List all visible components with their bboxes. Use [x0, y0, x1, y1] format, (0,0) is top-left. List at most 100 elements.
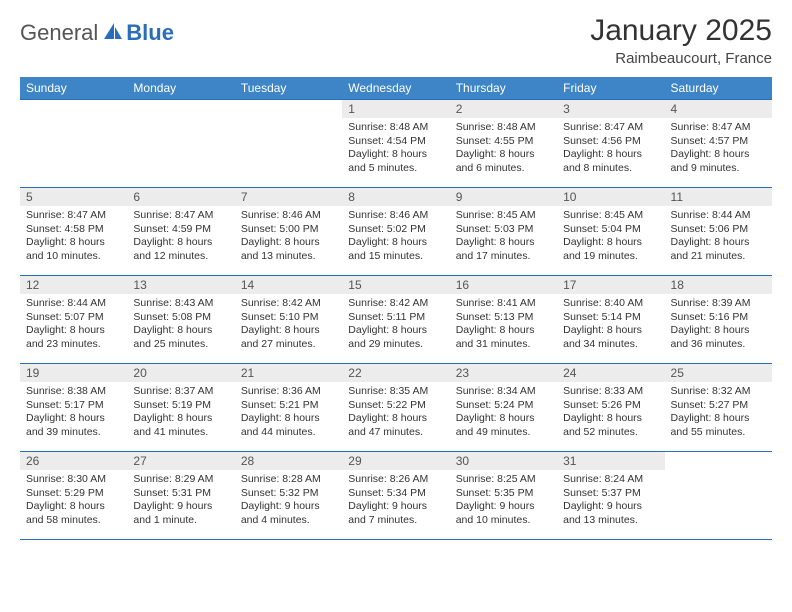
sunset-line: Sunset: 4:57 PM — [671, 135, 766, 149]
calendar-week-row: 19Sunrise: 8:38 AMSunset: 5:17 PMDayligh… — [20, 364, 772, 452]
calendar-day-cell: 21Sunrise: 8:36 AMSunset: 5:21 PMDayligh… — [235, 364, 342, 452]
sunset-line: Sunset: 5:22 PM — [348, 399, 443, 413]
calendar-day-cell: 27Sunrise: 8:29 AMSunset: 5:31 PMDayligh… — [127, 452, 234, 540]
sunrise-line: Sunrise: 8:28 AM — [241, 473, 336, 487]
sunset-line: Sunset: 5:24 PM — [456, 399, 551, 413]
daylight-line: Daylight: 8 hours and 49 minutes. — [456, 412, 551, 439]
daylight-line: Daylight: 9 hours and 1 minute. — [133, 500, 228, 527]
sunset-line: Sunset: 5:07 PM — [26, 311, 121, 325]
sunset-line: Sunset: 5:31 PM — [133, 487, 228, 501]
day-details: Sunrise: 8:48 AMSunset: 4:54 PMDaylight:… — [342, 118, 449, 180]
daylight-line: Daylight: 8 hours and 25 minutes. — [133, 324, 228, 351]
sunrise-line: Sunrise: 8:35 AM — [348, 385, 443, 399]
calendar-day-cell: 4Sunrise: 8:47 AMSunset: 4:57 PMDaylight… — [665, 100, 772, 188]
day-details: Sunrise: 8:33 AMSunset: 5:26 PMDaylight:… — [557, 382, 664, 444]
calendar-week-row: 26Sunrise: 8:30 AMSunset: 5:29 PMDayligh… — [20, 452, 772, 540]
sunrise-line: Sunrise: 8:47 AM — [26, 209, 121, 223]
daylight-line: Daylight: 8 hours and 10 minutes. — [26, 236, 121, 263]
brand-general: General — [20, 20, 98, 46]
sunset-line: Sunset: 5:03 PM — [456, 223, 551, 237]
day-details: Sunrise: 8:44 AMSunset: 5:07 PMDaylight:… — [20, 294, 127, 356]
day-number: 13 — [127, 276, 234, 294]
sunset-line: Sunset: 5:13 PM — [456, 311, 551, 325]
day-details: Sunrise: 8:25 AMSunset: 5:35 PMDaylight:… — [450, 470, 557, 532]
sunrise-line: Sunrise: 8:36 AM — [241, 385, 336, 399]
calendar-day-cell — [127, 100, 234, 188]
sunset-line: Sunset: 5:37 PM — [563, 487, 658, 501]
calendar-week-row: 1Sunrise: 8:48 AMSunset: 4:54 PMDaylight… — [20, 100, 772, 188]
sunset-line: Sunset: 5:35 PM — [456, 487, 551, 501]
day-number: 11 — [665, 188, 772, 206]
day-number: 23 — [450, 364, 557, 382]
daylight-line: Daylight: 9 hours and 7 minutes. — [348, 500, 443, 527]
sunset-line: Sunset: 4:55 PM — [456, 135, 551, 149]
calendar-day-cell: 8Sunrise: 8:46 AMSunset: 5:02 PMDaylight… — [342, 188, 449, 276]
day-details: Sunrise: 8:41 AMSunset: 5:13 PMDaylight:… — [450, 294, 557, 356]
daylight-line: Daylight: 8 hours and 23 minutes. — [26, 324, 121, 351]
sunrise-line: Sunrise: 8:29 AM — [133, 473, 228, 487]
sunrise-line: Sunrise: 8:39 AM — [671, 297, 766, 311]
day-details: Sunrise: 8:44 AMSunset: 5:06 PMDaylight:… — [665, 206, 772, 268]
calendar-day-cell: 19Sunrise: 8:38 AMSunset: 5:17 PMDayligh… — [20, 364, 127, 452]
day-details: Sunrise: 8:28 AMSunset: 5:32 PMDaylight:… — [235, 470, 342, 532]
sunrise-line: Sunrise: 8:24 AM — [563, 473, 658, 487]
month-title: January 2025 — [590, 14, 772, 48]
calendar-day-cell: 14Sunrise: 8:42 AMSunset: 5:10 PMDayligh… — [235, 276, 342, 364]
day-details: Sunrise: 8:32 AMSunset: 5:27 PMDaylight:… — [665, 382, 772, 444]
sunrise-line: Sunrise: 8:46 AM — [241, 209, 336, 223]
daylight-line: Daylight: 8 hours and 12 minutes. — [133, 236, 228, 263]
day-number: 14 — [235, 276, 342, 294]
sunrise-line: Sunrise: 8:45 AM — [456, 209, 551, 223]
day-details: Sunrise: 8:39 AMSunset: 5:16 PMDaylight:… — [665, 294, 772, 356]
sunrise-line: Sunrise: 8:34 AM — [456, 385, 551, 399]
daylight-line: Daylight: 8 hours and 31 minutes. — [456, 324, 551, 351]
day-details: Sunrise: 8:46 AMSunset: 5:02 PMDaylight:… — [342, 206, 449, 268]
day-number: 24 — [557, 364, 664, 382]
day-details: Sunrise: 8:47 AMSunset: 4:56 PMDaylight:… — [557, 118, 664, 180]
sunrise-line: Sunrise: 8:42 AM — [241, 297, 336, 311]
sunset-line: Sunset: 5:29 PM — [26, 487, 121, 501]
sunrise-line: Sunrise: 8:47 AM — [671, 121, 766, 135]
daylight-line: Daylight: 8 hours and 29 minutes. — [348, 324, 443, 351]
day-details: Sunrise: 8:45 AMSunset: 5:04 PMDaylight:… — [557, 206, 664, 268]
sunset-line: Sunset: 5:06 PM — [671, 223, 766, 237]
weekday-header: Sunday — [20, 77, 127, 100]
day-number: 12 — [20, 276, 127, 294]
calendar-day-cell: 31Sunrise: 8:24 AMSunset: 5:37 PMDayligh… — [557, 452, 664, 540]
sunset-line: Sunset: 5:08 PM — [133, 311, 228, 325]
sunset-line: Sunset: 4:56 PM — [563, 135, 658, 149]
sunset-line: Sunset: 5:16 PM — [671, 311, 766, 325]
day-details: Sunrise: 8:47 AMSunset: 4:59 PMDaylight:… — [127, 206, 234, 268]
sunset-line: Sunset: 5:17 PM — [26, 399, 121, 413]
day-number: 9 — [450, 188, 557, 206]
day-details: Sunrise: 8:38 AMSunset: 5:17 PMDaylight:… — [20, 382, 127, 444]
location-label: Raimbeaucourt, France — [590, 50, 772, 67]
day-number: 29 — [342, 452, 449, 470]
day-details: Sunrise: 8:29 AMSunset: 5:31 PMDaylight:… — [127, 470, 234, 532]
sunset-line: Sunset: 5:14 PM — [563, 311, 658, 325]
sunset-line: Sunset: 5:32 PM — [241, 487, 336, 501]
day-number: 30 — [450, 452, 557, 470]
daylight-line: Daylight: 8 hours and 5 minutes. — [348, 148, 443, 175]
day-details: Sunrise: 8:36 AMSunset: 5:21 PMDaylight:… — [235, 382, 342, 444]
calendar-day-cell: 7Sunrise: 8:46 AMSunset: 5:00 PMDaylight… — [235, 188, 342, 276]
weekday-header-row: Sunday Monday Tuesday Wednesday Thursday… — [20, 77, 772, 100]
daylight-line: Daylight: 8 hours and 15 minutes. — [348, 236, 443, 263]
calendar-day-cell — [235, 100, 342, 188]
sunset-line: Sunset: 5:21 PM — [241, 399, 336, 413]
day-number: 28 — [235, 452, 342, 470]
sunrise-line: Sunrise: 8:30 AM — [26, 473, 121, 487]
sunset-line: Sunset: 5:10 PM — [241, 311, 336, 325]
day-number: 21 — [235, 364, 342, 382]
day-number: 27 — [127, 452, 234, 470]
calendar-day-cell: 20Sunrise: 8:37 AMSunset: 5:19 PMDayligh… — [127, 364, 234, 452]
day-number: 2 — [450, 100, 557, 118]
calendar-day-cell: 2Sunrise: 8:48 AMSunset: 4:55 PMDaylight… — [450, 100, 557, 188]
daylight-line: Daylight: 8 hours and 19 minutes. — [563, 236, 658, 263]
calendar-day-cell: 1Sunrise: 8:48 AMSunset: 4:54 PMDaylight… — [342, 100, 449, 188]
daylight-line: Daylight: 8 hours and 34 minutes. — [563, 324, 658, 351]
calendar-day-cell: 13Sunrise: 8:43 AMSunset: 5:08 PMDayligh… — [127, 276, 234, 364]
calendar-day-cell: 11Sunrise: 8:44 AMSunset: 5:06 PMDayligh… — [665, 188, 772, 276]
calendar-day-cell: 12Sunrise: 8:44 AMSunset: 5:07 PMDayligh… — [20, 276, 127, 364]
daylight-line: Daylight: 8 hours and 44 minutes. — [241, 412, 336, 439]
